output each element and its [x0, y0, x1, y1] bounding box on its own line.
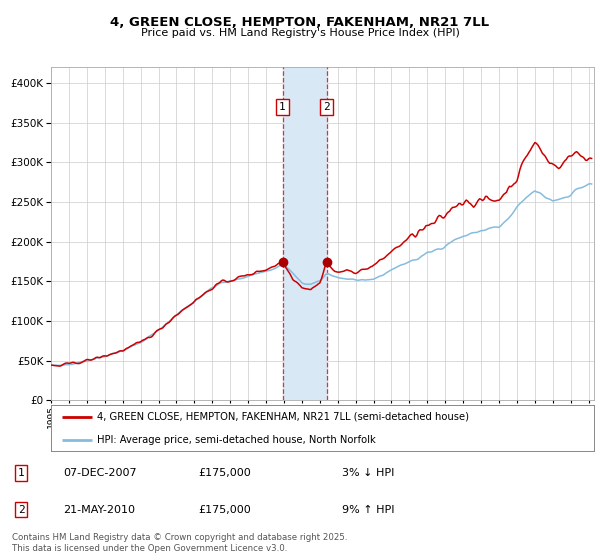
Text: 07-DEC-2007: 07-DEC-2007: [63, 468, 137, 478]
Text: 2: 2: [17, 505, 25, 515]
Text: HPI: Average price, semi-detached house, North Norfolk: HPI: Average price, semi-detached house,…: [97, 435, 376, 445]
Text: Price paid vs. HM Land Registry's House Price Index (HPI): Price paid vs. HM Land Registry's House …: [140, 28, 460, 38]
Text: 4, GREEN CLOSE, HEMPTON, FAKENHAM, NR21 7LL: 4, GREEN CLOSE, HEMPTON, FAKENHAM, NR21 …: [110, 16, 490, 29]
Text: £175,000: £175,000: [198, 468, 251, 478]
Bar: [283, 67, 326, 400]
Text: 9% ↑ HPI: 9% ↑ HPI: [342, 505, 395, 515]
Text: 1: 1: [17, 468, 25, 478]
Text: £175,000: £175,000: [198, 505, 251, 515]
Text: 3% ↓ HPI: 3% ↓ HPI: [342, 468, 394, 478]
Text: 2: 2: [323, 102, 330, 112]
Text: 1: 1: [279, 102, 286, 112]
Text: 4, GREEN CLOSE, HEMPTON, FAKENHAM, NR21 7LL (semi-detached house): 4, GREEN CLOSE, HEMPTON, FAKENHAM, NR21 …: [97, 412, 469, 422]
Text: 21-MAY-2010: 21-MAY-2010: [63, 505, 135, 515]
Text: Contains HM Land Registry data © Crown copyright and database right 2025.
This d: Contains HM Land Registry data © Crown c…: [12, 533, 347, 553]
